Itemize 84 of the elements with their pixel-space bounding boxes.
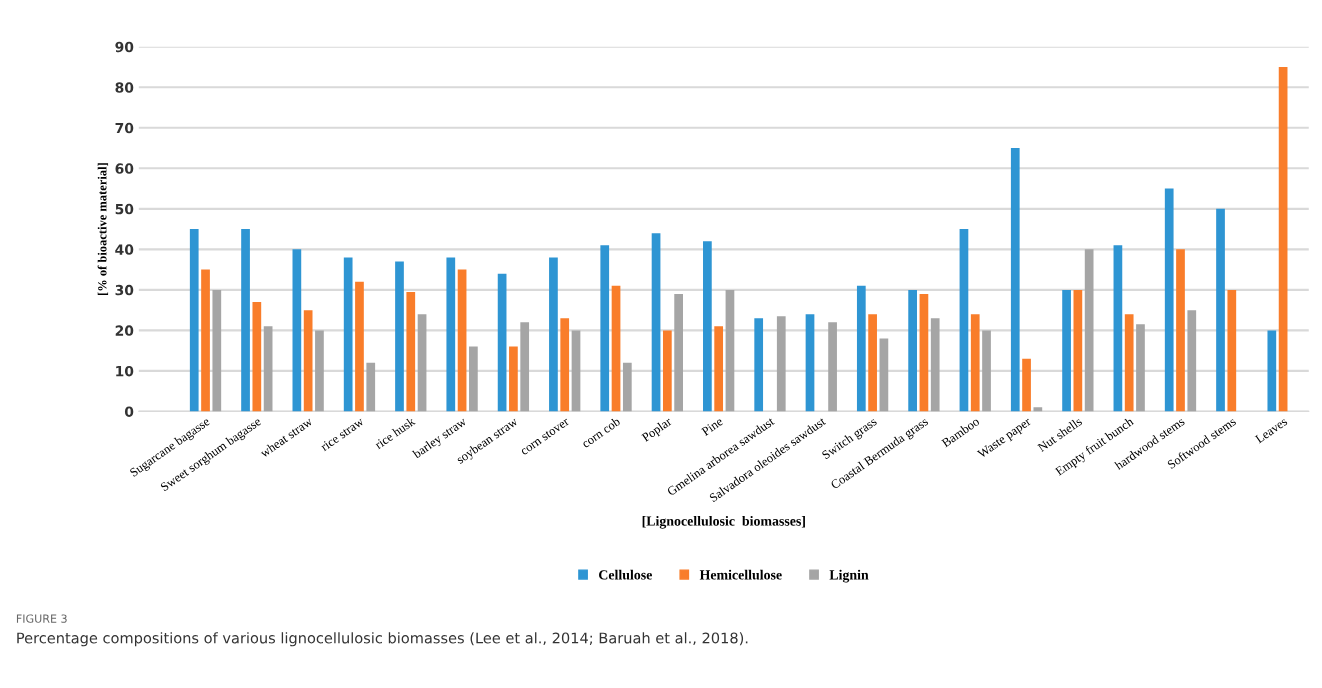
bar (1010, 148, 1020, 412)
bar (509, 346, 518, 412)
y-tick-label: 10 (116, 365, 134, 377)
bar (1267, 330, 1277, 412)
bar (622, 362, 632, 412)
bar (457, 269, 467, 412)
bar (879, 338, 889, 412)
bar (982, 330, 991, 412)
bar (252, 302, 262, 412)
text: Percentage compositions of various lignocellulosic biomasses (Lee et al., 2014; Baruah et al., 2018). (17, 632, 748, 647)
bar (315, 330, 324, 412)
bar (805, 314, 815, 412)
y-axis-title: [% of bioactive material] (97, 163, 109, 295)
y-tick-label: 60 (115, 163, 134, 174)
x-tick-label: rice husk (373, 416, 416, 450)
bar (241, 229, 250, 412)
bar (1084, 249, 1094, 412)
legend-label: Cellulose (599, 569, 652, 580)
bar (212, 289, 222, 412)
bar (366, 362, 376, 412)
bar (571, 330, 581, 412)
bar (355, 281, 364, 412)
bar (1124, 314, 1134, 412)
bar (1113, 245, 1123, 412)
y-tick-label: 0 (124, 406, 134, 417)
bar (959, 229, 969, 412)
bar (560, 318, 570, 412)
bar (930, 318, 940, 412)
x-tick-label: rice straw (319, 416, 365, 452)
bar (828, 322, 837, 412)
bar (497, 273, 507, 412)
bar (970, 314, 980, 412)
bar (1073, 289, 1083, 412)
x-axis-title: [Lignocellulosic biomasses] (642, 515, 805, 529)
y-tick-label: 20 (115, 325, 134, 336)
bar (856, 285, 866, 412)
bar (1136, 324, 1145, 412)
bar (1062, 289, 1071, 412)
bar (1164, 188, 1174, 412)
y-tick-label: 70 (115, 122, 134, 134)
y-tick-label: 80 (115, 82, 134, 93)
bar (417, 314, 427, 412)
bar (1227, 289, 1237, 412)
bar (651, 233, 661, 412)
bar (292, 249, 302, 412)
bar (1187, 310, 1197, 412)
bar (776, 316, 786, 412)
bar (1278, 67, 1288, 412)
x-tick-label: Pine (700, 416, 724, 437)
bar (1216, 208, 1225, 412)
bar (919, 293, 929, 412)
bar (714, 326, 724, 412)
bar (201, 269, 210, 412)
caption: FIGURE 3 (16, 614, 67, 623)
legend-label: Lignin (829, 569, 869, 583)
bar (600, 245, 610, 412)
bar (446, 257, 456, 412)
x-tick-label: corn cob (580, 416, 621, 449)
bar (725, 289, 735, 412)
bar (469, 346, 478, 412)
y-tick-label: 50 (115, 203, 134, 215)
bar (662, 330, 672, 412)
bar (549, 257, 558, 412)
bar (303, 310, 313, 412)
y-tick-label: 40 (115, 244, 134, 255)
bar (703, 241, 712, 412)
bar (343, 257, 353, 412)
bar (189, 229, 199, 412)
y-tick-label: 90 (115, 41, 134, 53)
bar (1022, 358, 1031, 412)
bar (263, 326, 273, 412)
bar (908, 289, 917, 412)
bar (520, 322, 530, 412)
bar (754, 318, 764, 412)
bar (395, 261, 404, 412)
bar (674, 293, 683, 412)
bar (1033, 407, 1043, 412)
x-tick-label: Nut shells (1036, 416, 1083, 453)
legend-label: Hemicellulose (699, 569, 782, 580)
bar (611, 285, 621, 412)
bar (406, 291, 416, 412)
y-tick-label: 30 (115, 284, 134, 296)
bar (868, 314, 877, 412)
bar (1176, 249, 1185, 412)
